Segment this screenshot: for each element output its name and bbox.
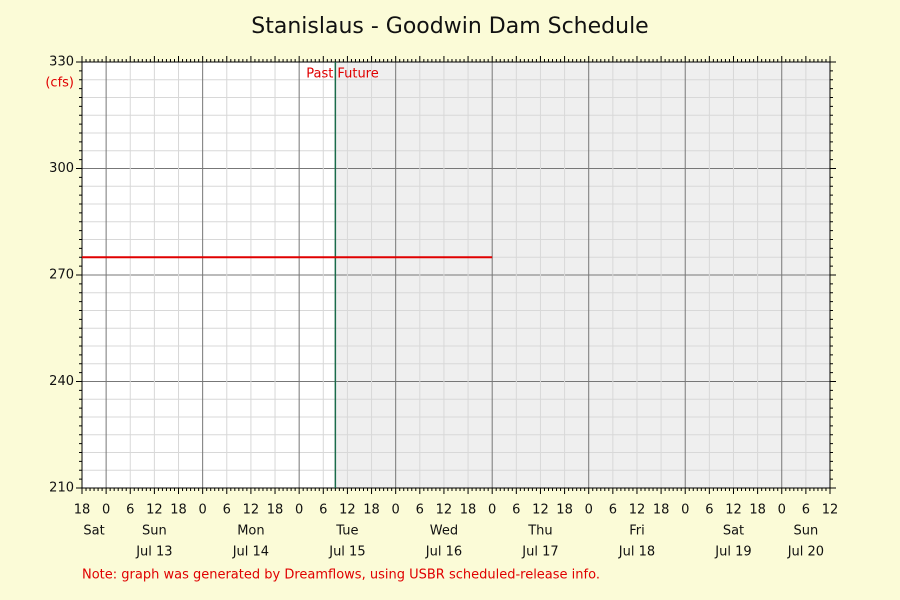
- x-tick-label: 0: [392, 503, 400, 518]
- date-label: Jul 17: [521, 545, 558, 560]
- x-tick-label: 0: [585, 503, 593, 518]
- x-tick-label: 6: [416, 503, 424, 518]
- y-tick-label: 210: [49, 481, 74, 496]
- x-tick-label: 18: [460, 503, 477, 518]
- date-label: Jul 18: [618, 545, 655, 560]
- weekday-label: Sun: [142, 524, 167, 539]
- x-tick-label: 12: [146, 503, 163, 518]
- date-label: Jul 14: [232, 545, 269, 560]
- x-tick-label: 18: [749, 503, 766, 518]
- x-tick-label: 6: [223, 503, 231, 518]
- past-label: Past: [306, 67, 333, 82]
- x-tick-label: 6: [802, 503, 810, 518]
- future-label: Future: [337, 67, 378, 82]
- y-tick-label: 330: [49, 55, 74, 70]
- x-tick-label: 12: [629, 503, 646, 518]
- weekday-label: Tue: [335, 524, 358, 539]
- date-label: Jul 16: [425, 545, 462, 560]
- weekday-label: Fri: [629, 524, 645, 539]
- x-tick-label: 0: [295, 503, 303, 518]
- x-tick-label: 0: [488, 503, 496, 518]
- weekday-label: Wed: [430, 524, 458, 539]
- x-tick-label: 6: [705, 503, 713, 518]
- y-tick-label: 300: [49, 161, 74, 176]
- y-unit: (cfs): [45, 76, 74, 91]
- x-tick-label: 18: [170, 503, 187, 518]
- weekday-label: Mon: [237, 524, 264, 539]
- date-label: Jul 19: [714, 545, 751, 560]
- chart-title: Stanislaus - Goodwin Dam Schedule: [251, 14, 648, 39]
- x-tick-label: 12: [822, 503, 839, 518]
- x-tick-label: 18: [267, 503, 284, 518]
- x-tick-label: 0: [102, 503, 110, 518]
- x-tick-label: 12: [436, 503, 453, 518]
- x-tick-label: 12: [532, 503, 549, 518]
- x-tick-label: 6: [512, 503, 520, 518]
- x-tick-label: 18: [74, 503, 91, 518]
- weekday-label: Sat: [83, 524, 104, 539]
- x-tick-label: 18: [363, 503, 380, 518]
- note: Note: graph was generated by Dreamflows,…: [82, 568, 600, 583]
- x-tick-label: 0: [778, 503, 786, 518]
- x-tick-label: 0: [681, 503, 689, 518]
- weekday-label: Sun: [794, 524, 819, 539]
- y-tick-label: 270: [49, 268, 74, 283]
- x-tick-label: 6: [319, 503, 327, 518]
- date-label: Jul 13: [135, 545, 172, 560]
- date-label: Jul 20: [787, 545, 824, 560]
- x-tick-label: 0: [199, 503, 207, 518]
- date-label: Jul 15: [328, 545, 365, 560]
- y-tick-label: 240: [49, 374, 74, 389]
- weekday-label: Sat: [723, 524, 744, 539]
- x-tick-label: 12: [243, 503, 260, 518]
- x-tick-label: 18: [556, 503, 573, 518]
- x-tick-label: 12: [725, 503, 742, 518]
- x-tick-label: 18: [653, 503, 670, 518]
- x-tick-label: 6: [126, 503, 134, 518]
- x-tick-label: 12: [339, 503, 356, 518]
- plot-border: [81, 61, 831, 489]
- weekday-label: Thu: [527, 524, 552, 539]
- x-tick-label: 6: [609, 503, 617, 518]
